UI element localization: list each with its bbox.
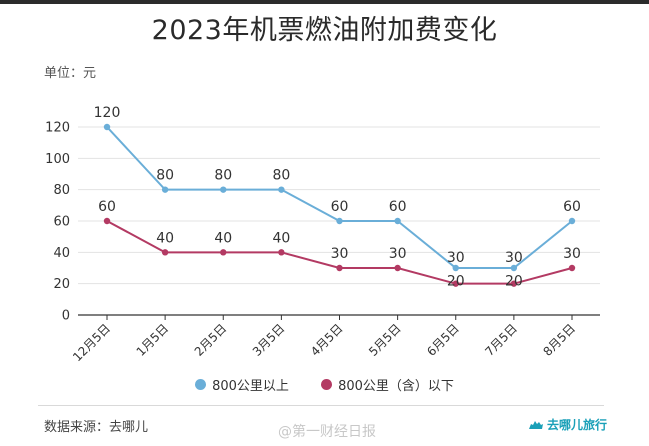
x-tick-label: 5月5日	[366, 321, 404, 359]
data-point	[510, 280, 518, 287]
data-label: 80	[156, 168, 174, 184]
y-tick-label: 120	[45, 121, 70, 136]
chart-title: 2023年机票燃油附加费变化	[151, 15, 498, 46]
data-point	[336, 217, 343, 225]
data-label: 60	[98, 199, 116, 215]
data-label: 30	[447, 250, 465, 266]
watermark-text: @第一财经日报	[278, 424, 376, 440]
brand-logo: 去哪儿旅行	[528, 416, 607, 433]
x-tick-label: 3月5日	[250, 321, 288, 359]
unit-label: 单位：元	[44, 66, 97, 81]
data-label: 60	[389, 199, 407, 215]
brand-text: 去哪儿旅行	[547, 418, 608, 432]
top-border	[0, 0, 649, 4]
legend-label-below: 800公里（含）以下	[338, 379, 454, 394]
data-label: 20	[447, 274, 465, 290]
x-tick-label: 1月5日	[134, 321, 172, 359]
source-text: 数据来源：去哪儿	[44, 420, 149, 435]
data-point	[161, 249, 169, 256]
data-point	[278, 249, 285, 256]
x-tick-label: 6月5日	[424, 321, 462, 359]
legend-item-below: 800公里（含）以下	[321, 375, 454, 394]
data-point	[452, 280, 459, 287]
data-label: 40	[156, 230, 174, 246]
legend-dot-above-icon	[195, 379, 207, 390]
data-label: 30	[331, 246, 349, 262]
legend-item-above: 800公里以上	[195, 375, 289, 394]
footer-divider	[38, 405, 604, 406]
data-label: 60	[331, 199, 349, 215]
data-point	[220, 249, 227, 256]
data-label: 80	[272, 168, 290, 184]
data-label: 30	[505, 250, 523, 266]
data-label: 20	[505, 274, 523, 290]
y-tick-label: 100	[45, 152, 70, 167]
camel-icon	[529, 420, 543, 429]
data-point	[103, 123, 111, 131]
y-tick-label: 20	[53, 277, 70, 292]
data-label: 40	[272, 230, 290, 246]
y-tick-label: 40	[53, 246, 70, 261]
data-label: 40	[214, 230, 232, 246]
legend-dot-below-icon	[321, 379, 333, 390]
data-point	[510, 264, 518, 272]
y-tick-label: 80	[53, 183, 70, 198]
data-point	[103, 217, 111, 225]
data-point	[161, 186, 169, 193]
x-tick-label: 12月5日	[70, 321, 113, 364]
x-tick-label: 7月5日	[482, 321, 520, 359]
data-point	[394, 217, 401, 225]
data-label: 60	[563, 199, 581, 215]
data-point	[394, 264, 401, 272]
data-label: 30	[389, 246, 407, 262]
data-point	[220, 186, 227, 193]
legend-label-above: 800公里以上	[212, 379, 289, 394]
y-tick-label: 0	[62, 309, 70, 324]
y-tick-label: 60	[53, 215, 70, 230]
data-point	[568, 264, 576, 272]
legend: 800公里以上 800公里（含）以下	[0, 375, 649, 394]
data-point	[278, 186, 285, 193]
data-label: 80	[214, 168, 232, 184]
data-point	[568, 217, 576, 225]
x-tick-label: 2月5日	[192, 321, 230, 359]
data-label: 120	[94, 105, 121, 121]
data-point	[336, 264, 343, 272]
data-label: 30	[563, 246, 581, 262]
x-tick-label: 4月5日	[308, 321, 346, 359]
data-point	[452, 264, 459, 272]
x-tick-label: 8月5日	[540, 321, 578, 359]
